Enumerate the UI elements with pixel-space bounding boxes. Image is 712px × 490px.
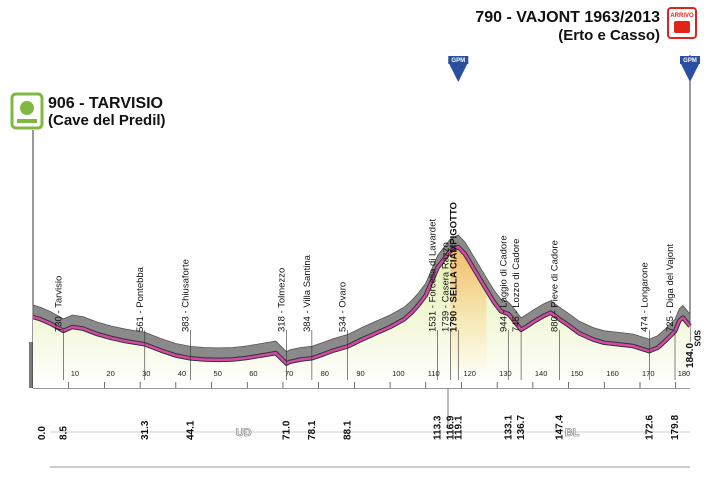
location-km-label: 8.5	[58, 426, 69, 440]
location-km-label: 133.1	[503, 415, 514, 440]
location-km-label: 71.0	[282, 420, 293, 440]
finish-km-label: 184.0	[685, 343, 696, 368]
location-km-label: 147.4	[554, 415, 565, 440]
location-label: 534 - Ovaro	[338, 282, 349, 332]
location-km-label: 78.1	[307, 420, 318, 440]
gpm-markers: GPM GPM	[448, 56, 700, 82]
km-tick-label: 100	[392, 369, 405, 378]
location-label: 1790 - SELLA CIAMPIGOTTO	[448, 202, 459, 332]
profile-layer	[32, 234, 692, 388]
mountain-gpm-icon: GPM	[448, 56, 469, 82]
location-km-label: 113.3	[433, 415, 444, 440]
km-tick-label: 120	[463, 369, 476, 378]
location-label: 1531 - Forcella di Lavardet	[428, 219, 439, 332]
location-label: 1739 - Casera Razzo	[440, 242, 451, 332]
finish-arrivo-icon: ARRIVO	[667, 7, 697, 39]
finish-subtitle: (Erto e Casso)	[558, 27, 660, 44]
finish-title: 790 - VAJONT 1963/2013	[475, 9, 660, 26]
km-tick-label: 60	[249, 369, 257, 378]
start-subtitle: (Cave del Predil)	[48, 112, 166, 129]
km-tick-label: 140	[535, 369, 548, 378]
location-km-label: 179.8	[670, 415, 681, 440]
km-tick-label: 30	[142, 369, 150, 378]
location-km-label: 44.1	[185, 420, 196, 440]
gpm-plate	[680, 56, 700, 64]
province-label: UD	[236, 427, 252, 439]
location-km-label: 172.6	[644, 415, 655, 440]
km-tick-label: 40	[178, 369, 186, 378]
finish-badge-text: ARRIVO	[670, 13, 694, 19]
location-label: 880 - Pieve di Cadore	[549, 240, 560, 332]
location-label: 944 - Laggio di Cadore	[498, 235, 509, 332]
location-km-label: 136.7	[516, 415, 527, 440]
sprint-start-icon	[10, 92, 44, 130]
start-header: 906 - TARVISIO (Cave del Predil)	[10, 92, 166, 130]
location-label: 384 - Villa Santina	[302, 254, 313, 332]
location-label: 318 - Tolmezzo	[277, 268, 288, 332]
km-tick-label: 70	[285, 369, 293, 378]
profile-area	[33, 247, 690, 388]
location-label: 725 - Diga del Vajont	[665, 244, 676, 332]
location-label: 745 - Lozzo di Cadore	[511, 239, 522, 332]
ridge-line	[32, 245, 691, 365]
km-tick-label: 90	[356, 369, 364, 378]
km-tick-label: 10	[71, 369, 79, 378]
location-label: 474 - Longarone	[639, 262, 650, 332]
location-labels: 0.0 184.0 8.5 730 - Tarvisio 31.3 561 - Ponte…	[37, 202, 701, 440]
location-km-label: 119.1	[453, 415, 464, 440]
gpm-label: GPM	[451, 58, 465, 64]
location-km-label: 31.3	[140, 420, 151, 440]
km-tick-label: 50	[214, 369, 222, 378]
km-tick-label: 130	[499, 369, 512, 378]
finish-header: 790 - VAJONT 1963/2013 (Erto e Casso) AR…	[475, 7, 697, 44]
km-tick-label: 180	[678, 369, 691, 378]
location-label: 730 - Tarvisio	[53, 276, 64, 332]
start-km-label: 0.0	[37, 426, 48, 440]
location-label: 383 - Chiusaforte	[180, 259, 191, 332]
gpm-triangle	[680, 62, 700, 82]
gpm-plate	[448, 56, 469, 64]
location-km-label: 116.9	[445, 415, 456, 440]
location-label: 561 - Pontebba	[135, 266, 146, 332]
km-tick-label: 80	[321, 369, 329, 378]
km-tick-label: 170	[642, 369, 655, 378]
km-tick-label: 150	[571, 369, 584, 378]
km-tick-label: 160	[606, 369, 619, 378]
sprint-marker: SDS	[692, 330, 701, 347]
km-ticks: 10 20 30 40 50 60 70 80 90 100 110 120 130 140 150 160 1…	[68, 369, 691, 388]
gpm-triangle	[448, 62, 469, 82]
location-km-label: 88.1	[343, 420, 354, 440]
km-tick-label: 20	[106, 369, 114, 378]
km-tick-label: 110	[428, 369, 440, 378]
mountain-gpm-icon: GPM	[680, 56, 700, 82]
province-label: BL	[565, 427, 580, 439]
start-title: 906 - TARVISIO	[48, 95, 163, 112]
gpm-label: GPM	[683, 58, 697, 64]
